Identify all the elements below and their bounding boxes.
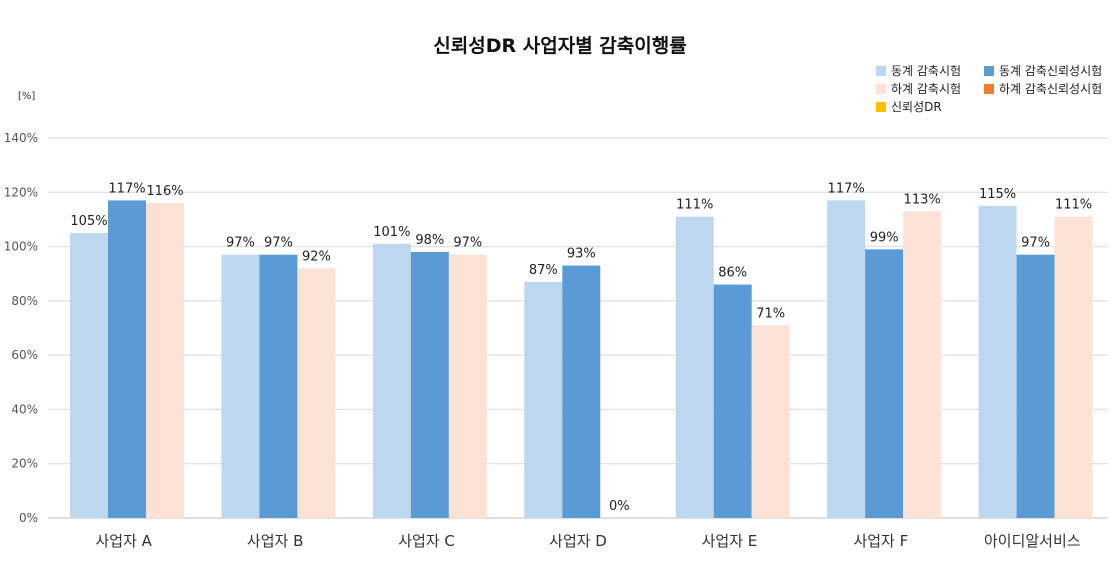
bar	[108, 200, 146, 518]
data-label: 117%	[828, 181, 865, 196]
data-label: 97%	[453, 236, 482, 251]
y-tick-label: 120%	[4, 185, 38, 199]
data-label: 92%	[302, 249, 331, 264]
x-category-label: 사업자 E	[702, 532, 758, 550]
bar	[448, 254, 487, 518]
x-category-label: 사업자 C	[398, 532, 455, 550]
legend-label: 하계 감축시험	[891, 82, 961, 96]
data-label: 117%	[108, 181, 145, 196]
y-tick-label: 100%	[4, 240, 38, 254]
data-label: 116%	[146, 184, 183, 199]
bar	[713, 284, 752, 518]
bar	[524, 281, 563, 518]
data-label: 111%	[1055, 198, 1092, 213]
x-category-label: 사업자 B	[247, 532, 303, 550]
x-category-label: 사업자 F	[853, 532, 908, 550]
y-tick-label: 20%	[11, 457, 38, 471]
data-label: 98%	[415, 233, 444, 248]
bar	[259, 254, 298, 518]
bar	[372, 243, 411, 518]
data-label: 97%	[226, 236, 255, 251]
legend-label: 동계 감축신뢰성시험	[999, 64, 1102, 78]
legend-swatch	[876, 102, 886, 112]
y-tick-label: 140%	[4, 131, 38, 145]
y-tick-label: 0%	[19, 511, 38, 525]
bar	[865, 249, 904, 519]
bar	[221, 254, 260, 518]
data-label: 93%	[567, 247, 596, 262]
data-label: 115%	[979, 187, 1016, 202]
chart-title: 신뢰성DR 사업자별 감축이행률	[433, 35, 686, 57]
legend-label: 하계 감축신뢰성시험	[999, 82, 1102, 96]
bar	[827, 200, 866, 518]
bar	[751, 325, 790, 518]
bar	[903, 211, 942, 519]
legend-label: 신뢰성DR	[891, 100, 942, 114]
data-labels: 105%117% 116%97% 97%92%101%98% 97%87%93%0%1…	[70, 181, 1092, 514]
data-label: 97%	[264, 236, 293, 251]
data-label: 0%	[609, 499, 630, 514]
legend-swatch	[876, 84, 886, 94]
x-category-label: 사업자 A	[95, 532, 152, 550]
data-label: 101%	[373, 225, 410, 240]
data-label: 86%	[718, 266, 747, 281]
data-label: 105%	[70, 214, 107, 229]
data-label: 87%	[529, 263, 558, 278]
bar	[297, 268, 336, 518]
legend-swatch	[984, 66, 994, 76]
y-tick-label: 60%	[11, 348, 38, 362]
data-label: 111%	[676, 198, 713, 213]
bar	[978, 205, 1017, 518]
bar	[410, 252, 449, 518]
data-label: 71%	[756, 306, 785, 321]
y-tick-label: 40%	[11, 402, 38, 416]
bar	[70, 233, 108, 518]
bar	[562, 265, 601, 518]
y-tick-label: 80%	[11, 294, 38, 308]
x-axis-categories: 사업자 A 사업자 B 사업자 C 사업자 D 사업자 E 사업자 F 아이디알서비스	[95, 532, 1080, 550]
bars	[70, 200, 1093, 519]
y-axis-ticks: 0% 20% 40% 60% 80% 100% 120% 140%	[4, 131, 38, 525]
legend-swatch	[984, 84, 994, 94]
x-category-label: 사업자 D	[549, 532, 607, 550]
data-label: 99%	[870, 230, 899, 245]
y-axis-unit-label: [%]	[18, 91, 35, 102]
data-label: 97%	[1021, 236, 1050, 251]
bar	[146, 203, 184, 518]
legend-label: 동계 감축시험	[891, 64, 961, 78]
bar	[675, 216, 714, 518]
bar	[1054, 216, 1093, 518]
bar	[1016, 254, 1055, 518]
data-label: 113%	[904, 192, 941, 207]
x-category-label: 아이디알서비스	[984, 532, 1081, 550]
legend-swatch	[876, 66, 886, 76]
